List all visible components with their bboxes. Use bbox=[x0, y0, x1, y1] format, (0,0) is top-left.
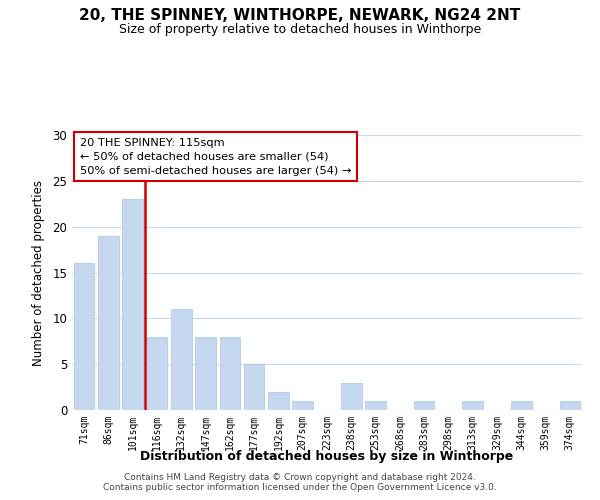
Bar bbox=[244, 364, 265, 410]
Bar bbox=[511, 401, 532, 410]
Bar bbox=[292, 401, 313, 410]
Bar bbox=[122, 199, 143, 410]
Text: 20 THE SPINNEY: 115sqm
← 50% of detached houses are smaller (54)
50% of semi-det: 20 THE SPINNEY: 115sqm ← 50% of detached… bbox=[80, 138, 351, 176]
Bar bbox=[74, 264, 94, 410]
Text: 20, THE SPINNEY, WINTHORPE, NEWARK, NG24 2NT: 20, THE SPINNEY, WINTHORPE, NEWARK, NG24… bbox=[79, 8, 521, 22]
Bar bbox=[268, 392, 289, 410]
Bar bbox=[560, 401, 580, 410]
Text: Contains HM Land Registry data © Crown copyright and database right 2024.: Contains HM Land Registry data © Crown c… bbox=[124, 474, 476, 482]
Text: Distribution of detached houses by size in Winthorpe: Distribution of detached houses by size … bbox=[140, 450, 514, 463]
Bar bbox=[220, 336, 240, 410]
Bar bbox=[171, 309, 191, 410]
Bar bbox=[414, 401, 434, 410]
Text: Contains public sector information licensed under the Open Government Licence v3: Contains public sector information licen… bbox=[103, 484, 497, 492]
Bar bbox=[195, 336, 216, 410]
Bar bbox=[463, 401, 483, 410]
Bar bbox=[146, 336, 167, 410]
Bar bbox=[341, 382, 362, 410]
Y-axis label: Number of detached properties: Number of detached properties bbox=[32, 180, 46, 366]
Text: Size of property relative to detached houses in Winthorpe: Size of property relative to detached ho… bbox=[119, 22, 481, 36]
Bar bbox=[365, 401, 386, 410]
Bar bbox=[98, 236, 119, 410]
